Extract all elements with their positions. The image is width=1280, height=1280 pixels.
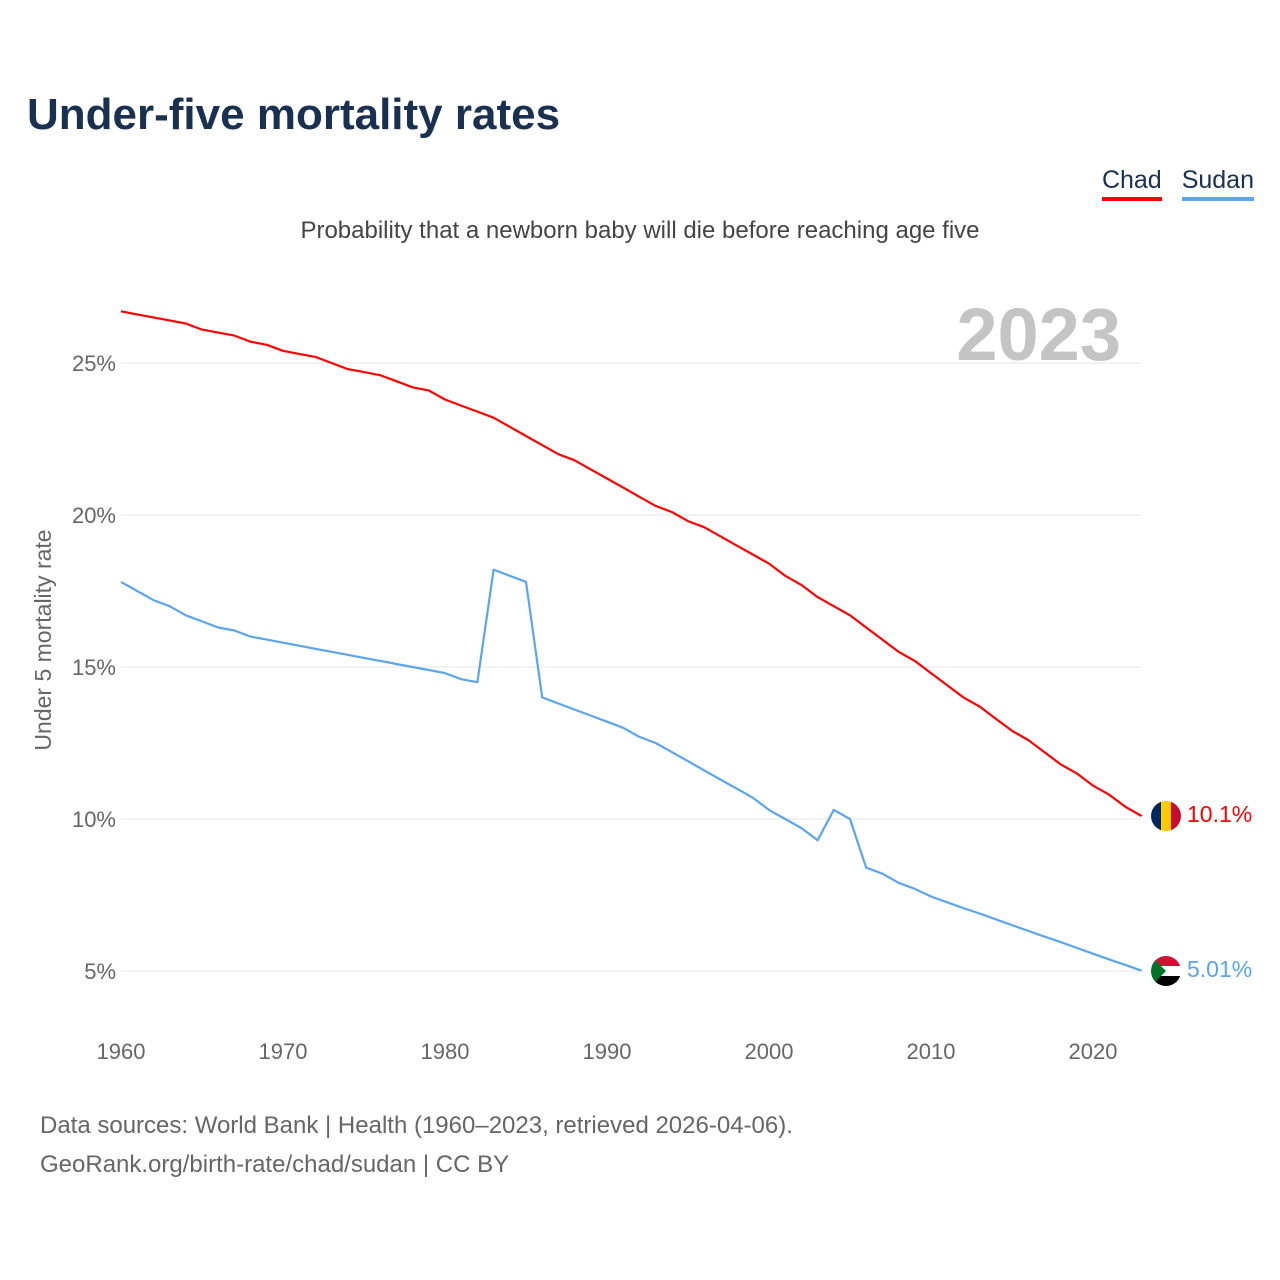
sudan-end-label: 5.01%	[1187, 956, 1252, 982]
legend: Chad Sudan	[1101, 166, 1254, 201]
series-line-sudan	[120, 568, 1142, 972]
x-tick-label: 2010	[907, 1039, 956, 1064]
x-tick-label: 2020	[1069, 1039, 1118, 1064]
x-tick-label: 1980	[421, 1039, 470, 1064]
source-link[interactable]: GeoRank.org/birth-rate/chad/sudan | CC B…	[40, 1151, 510, 1178]
chart-subtitle: Probability that a newborn baby will die…	[300, 217, 980, 244]
y-tick-label: 5%	[84, 959, 116, 984]
chad-flag-icon	[1151, 801, 1181, 831]
sudan-flag-icon	[1151, 956, 1181, 986]
x-tick-label: 1960	[97, 1039, 146, 1064]
y-axis-label: Under 5 mortality rate	[30, 529, 56, 750]
page-title: Under-five mortality rates	[27, 90, 561, 139]
y-tick-label: 15%	[72, 655, 116, 680]
y-tick-label: 20%	[72, 503, 116, 528]
x-tick-label: 1970	[259, 1039, 308, 1064]
line-chart: 5% 10% 15% 20% 25% 1960 1970 1980 1990 2000 2010 20…	[30, 293, 1252, 1064]
y-tick-label: 25%	[72, 351, 116, 376]
legend-chad[interactable]: Chad	[1101, 166, 1162, 201]
year-watermark: 2023	[956, 293, 1121, 376]
x-tick-label: 1990	[583, 1039, 632, 1064]
source-line: Data sources: World Bank | Health (1960–…	[40, 1112, 793, 1139]
x-tick-label: 2000	[745, 1039, 794, 1064]
series-line-chad	[120, 310, 1143, 817]
legend-sudan[interactable]: Sudan	[1181, 166, 1254, 201]
chad-end-label: 10.1%	[1187, 801, 1252, 827]
y-tick-label: 10%	[72, 807, 116, 832]
source-note: Data sources: World Bank | Health (1960–…	[40, 1106, 793, 1184]
